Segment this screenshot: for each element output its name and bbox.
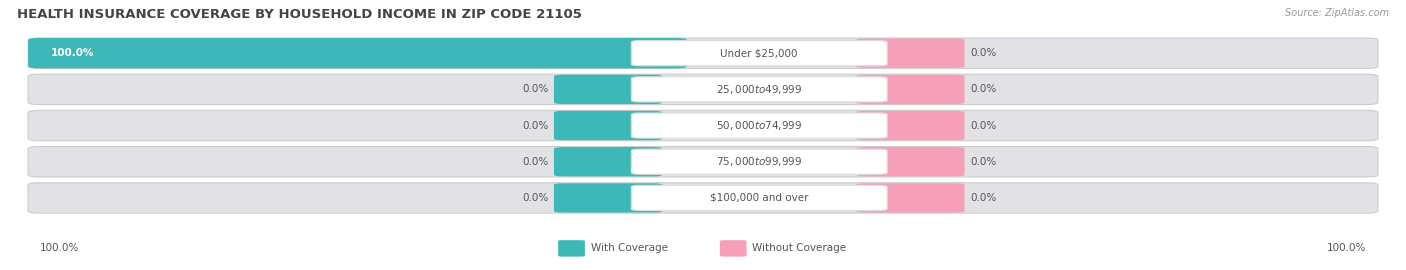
FancyBboxPatch shape (720, 240, 747, 256)
FancyBboxPatch shape (28, 38, 1378, 68)
FancyBboxPatch shape (28, 183, 1378, 213)
FancyBboxPatch shape (28, 38, 688, 68)
FancyBboxPatch shape (631, 113, 887, 138)
FancyBboxPatch shape (554, 75, 662, 104)
Text: 100.0%: 100.0% (1327, 243, 1367, 254)
FancyBboxPatch shape (631, 149, 887, 174)
FancyBboxPatch shape (856, 75, 965, 104)
FancyBboxPatch shape (28, 110, 1378, 141)
FancyBboxPatch shape (28, 74, 1378, 104)
Text: Source: ZipAtlas.com: Source: ZipAtlas.com (1285, 8, 1389, 18)
Text: 0.0%: 0.0% (522, 120, 548, 131)
Text: 100.0%: 100.0% (39, 243, 79, 254)
Text: 0.0%: 0.0% (970, 120, 997, 131)
Text: HEALTH INSURANCE COVERAGE BY HOUSEHOLD INCOME IN ZIP CODE 21105: HEALTH INSURANCE COVERAGE BY HOUSEHOLD I… (17, 8, 582, 21)
FancyBboxPatch shape (631, 185, 887, 211)
FancyBboxPatch shape (856, 39, 965, 68)
Text: 100.0%: 100.0% (51, 48, 94, 58)
Text: 0.0%: 0.0% (522, 157, 548, 167)
Text: 0.0%: 0.0% (970, 193, 997, 203)
FancyBboxPatch shape (856, 147, 965, 176)
Text: $50,000 to $74,999: $50,000 to $74,999 (716, 119, 803, 132)
Text: 0.0%: 0.0% (522, 193, 548, 203)
Text: 0.0%: 0.0% (522, 84, 548, 94)
FancyBboxPatch shape (856, 111, 965, 140)
FancyBboxPatch shape (856, 183, 965, 212)
Text: With Coverage: With Coverage (591, 243, 668, 254)
FancyBboxPatch shape (558, 240, 585, 256)
FancyBboxPatch shape (554, 111, 662, 140)
FancyBboxPatch shape (631, 77, 887, 102)
Text: $75,000 to $99,999: $75,000 to $99,999 (716, 155, 803, 168)
Text: 0.0%: 0.0% (970, 48, 997, 58)
Text: Under $25,000: Under $25,000 (720, 48, 799, 58)
Text: $25,000 to $49,999: $25,000 to $49,999 (716, 83, 803, 96)
Text: Without Coverage: Without Coverage (752, 243, 846, 254)
Text: 0.0%: 0.0% (970, 157, 997, 167)
FancyBboxPatch shape (554, 147, 662, 176)
FancyBboxPatch shape (631, 40, 887, 66)
FancyBboxPatch shape (554, 183, 662, 212)
Text: $100,000 and over: $100,000 and over (710, 193, 808, 203)
Text: 0.0%: 0.0% (970, 84, 997, 94)
FancyBboxPatch shape (28, 147, 1378, 177)
